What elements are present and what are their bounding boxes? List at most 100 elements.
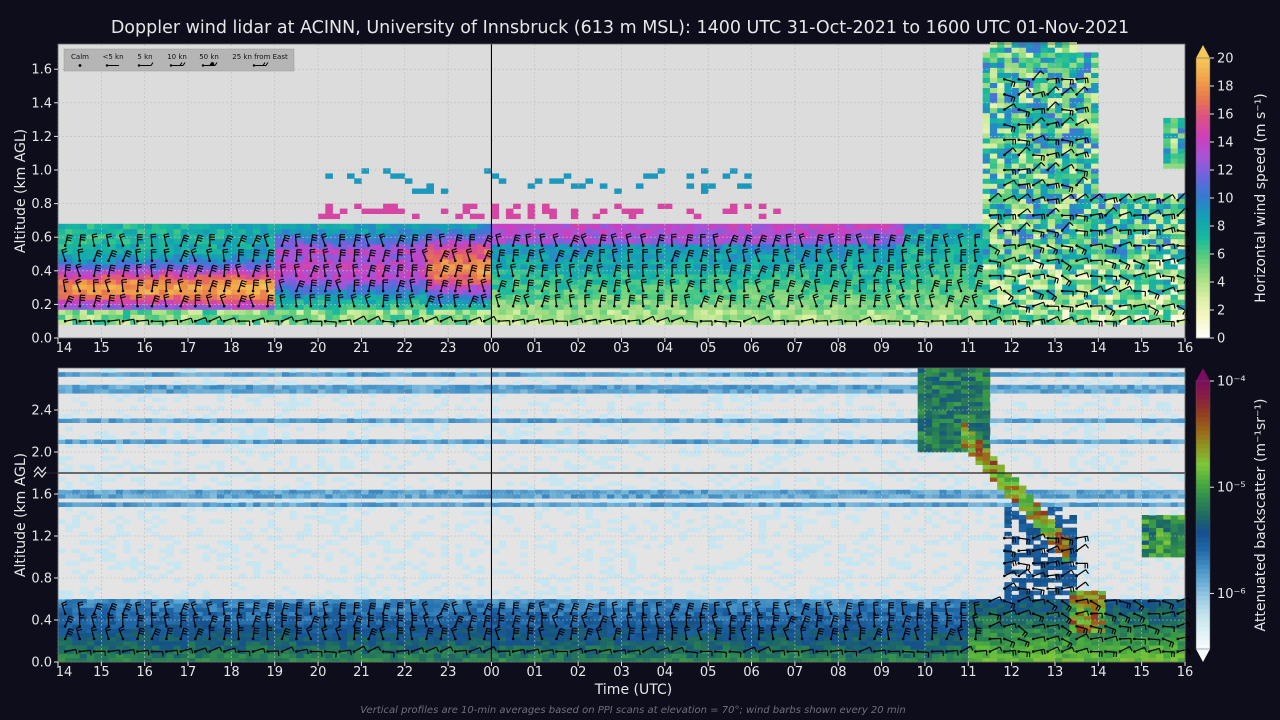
wind-cell: [1018, 203, 1027, 209]
wind-cell: [1011, 223, 1020, 230]
wind-cell: [816, 289, 825, 295]
wind-cell: [1105, 279, 1114, 285]
wind-barb: [265, 264, 269, 276]
wind-cell: [282, 309, 290, 315]
wind-cell: [650, 319, 658, 325]
wind-cell: [347, 264, 355, 270]
wind-cell: [245, 309, 254, 315]
wind-cell: [621, 228, 630, 235]
wind-cell: [224, 314, 232, 320]
wind-cell: [1134, 198, 1142, 204]
wind-cell: [1040, 198, 1049, 204]
wind-cell: [477, 213, 485, 220]
wind-cell: [578, 314, 586, 320]
wind-cell: [1083, 67, 1092, 73]
wind-cell: [549, 213, 557, 220]
wind-cell: [635, 238, 644, 245]
wind-barb: [1090, 193, 1101, 201]
wind-cell: [910, 238, 919, 245]
wind-cell: [838, 309, 846, 315]
wind-cell: [715, 304, 723, 310]
wind-cell: [556, 274, 565, 280]
wind-cell: [469, 259, 478, 265]
wind-cell: [173, 249, 182, 255]
wind-cell: [989, 208, 998, 214]
wind-cell: [101, 269, 109, 275]
wind-barb: [989, 260, 1001, 264]
wind-cell: [542, 233, 550, 240]
wind-cell: [491, 299, 500, 305]
wind-cell: [1033, 309, 1041, 315]
wind-barb: [335, 280, 341, 292]
wind-cell: [404, 223, 413, 230]
wind-cell: [744, 183, 752, 189]
wind-cell: [484, 279, 492, 285]
wind-cell: [361, 319, 369, 325]
wind-barb: [844, 234, 847, 246]
wind-cell: [390, 233, 398, 240]
wind-cell: [347, 299, 355, 305]
wind-cell: [1062, 218, 1070, 225]
wind-cell: [1083, 112, 1092, 119]
wind-cell: [982, 138, 991, 144]
wind-cell: [563, 304, 572, 310]
wind-cell: [397, 269, 406, 275]
wind-cell: [412, 294, 420, 300]
wind-cell: [448, 269, 456, 275]
wind-cell: [1098, 223, 1106, 230]
wind-cell: [159, 249, 167, 255]
wind-cell: [253, 228, 261, 235]
wind-cell: [1040, 208, 1049, 214]
wind-cell: [202, 284, 211, 290]
wind-cell: [845, 259, 854, 265]
wind-barb: [165, 279, 167, 292]
wind-cell: [672, 228, 680, 235]
wind-cell: [664, 223, 673, 230]
wind-cell: [686, 289, 695, 295]
wind-barb: [1061, 260, 1072, 268]
wind-barb: [1004, 179, 1015, 186]
wind-cell: [1004, 107, 1012, 114]
wind-barb: [816, 264, 819, 276]
wind-cell: [296, 243, 304, 250]
wind-cell: [1091, 228, 1099, 235]
wind-cell: [773, 299, 781, 305]
wind-barb: [440, 265, 446, 276]
wind-cell: [137, 304, 146, 310]
wind-cell: [1047, 62, 1056, 68]
wind-barb: [397, 319, 409, 322]
wind-cell: [953, 259, 962, 265]
wind-barb: [538, 249, 543, 261]
wind-cell: [527, 314, 536, 320]
wind-cell: [838, 259, 846, 265]
wind-cell: [773, 279, 781, 285]
wind-cell: [989, 62, 998, 68]
wind-cell: [368, 299, 377, 305]
wind-cell: [390, 289, 398, 295]
wind-cell: [563, 289, 572, 295]
wind-cell: [1141, 259, 1150, 265]
wind-cell: [867, 249, 875, 255]
wind-cell: [737, 243, 745, 250]
wind-cell: [823, 254, 832, 260]
wind-barb: [75, 280, 81, 292]
wind-cell: [939, 309, 947, 315]
wind-cell: [144, 304, 153, 310]
wind-cell: [347, 223, 355, 230]
wind-cell: [997, 82, 1005, 88]
wind-cell: [664, 314, 673, 320]
wind-cell: [599, 243, 608, 250]
wind-cell: [79, 319, 88, 325]
wind-cell: [982, 87, 991, 94]
wind-cell: [325, 243, 333, 250]
wind-cell: [1062, 178, 1070, 184]
wind-barb: [901, 264, 904, 276]
wind-cell: [831, 264, 839, 270]
wind-cell: [722, 254, 731, 260]
wind-cell: [238, 304, 247, 310]
wind-cell: [1018, 117, 1027, 124]
wind-cell: [831, 254, 839, 260]
wind-cell: [166, 284, 174, 290]
wind-cell: [989, 284, 998, 290]
wind-barb: [1033, 196, 1044, 201]
